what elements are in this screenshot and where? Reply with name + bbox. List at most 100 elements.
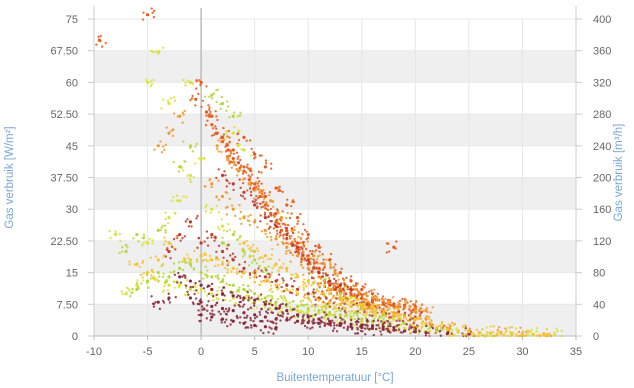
data-point bbox=[169, 271, 172, 274]
data-point bbox=[525, 333, 528, 337]
data-point bbox=[293, 240, 297, 243]
data-point bbox=[374, 309, 377, 312]
data-point bbox=[399, 323, 402, 327]
data-point bbox=[440, 320, 444, 324]
data-point bbox=[311, 249, 314, 253]
data-point bbox=[380, 300, 384, 304]
data-point bbox=[384, 297, 387, 301]
y-right-tick-label: 320 bbox=[593, 77, 611, 89]
data-point bbox=[97, 35, 100, 39]
data-point bbox=[242, 135, 246, 139]
y-left-tick-label: 60 bbox=[66, 77, 78, 89]
data-point bbox=[304, 259, 307, 262]
data-point bbox=[370, 324, 375, 328]
data-point bbox=[263, 275, 267, 279]
data-point bbox=[231, 207, 235, 211]
data-point bbox=[413, 306, 416, 310]
data-point bbox=[206, 119, 209, 122]
data-point bbox=[394, 247, 397, 250]
data-point bbox=[140, 282, 143, 285]
data-point bbox=[236, 316, 239, 320]
data-point bbox=[248, 288, 251, 291]
data-point bbox=[349, 304, 353, 309]
data-point bbox=[286, 312, 290, 315]
x-axis-title: Buitentemperatuur [°C] bbox=[276, 372, 393, 384]
data-point bbox=[142, 242, 145, 245]
data-point bbox=[354, 287, 359, 292]
data-point bbox=[354, 282, 358, 285]
data-point bbox=[440, 322, 444, 326]
data-point bbox=[302, 319, 305, 322]
data-point bbox=[285, 203, 289, 207]
data-point bbox=[253, 258, 257, 262]
data-point bbox=[509, 334, 513, 338]
data-point bbox=[215, 176, 218, 180]
data-point bbox=[258, 274, 262, 278]
data-point bbox=[197, 291, 200, 295]
data-point bbox=[188, 279, 192, 283]
data-point bbox=[232, 188, 235, 192]
data-point bbox=[372, 302, 376, 306]
data-point bbox=[270, 271, 274, 274]
data-point bbox=[372, 297, 375, 300]
data-point bbox=[230, 160, 233, 164]
data-point bbox=[222, 286, 226, 289]
data-point bbox=[250, 154, 253, 157]
data-point bbox=[182, 140, 185, 143]
data-point bbox=[239, 316, 242, 319]
data-point bbox=[429, 311, 433, 314]
data-point bbox=[205, 294, 209, 297]
data-point bbox=[272, 215, 276, 219]
data-point bbox=[254, 270, 258, 273]
data-point bbox=[322, 294, 326, 297]
data-point bbox=[255, 324, 258, 328]
data-point bbox=[299, 241, 302, 244]
data-point bbox=[266, 311, 269, 315]
data-point bbox=[290, 227, 294, 230]
data-point bbox=[186, 218, 189, 221]
data-point bbox=[328, 319, 332, 323]
data-point bbox=[374, 327, 378, 331]
data-point bbox=[255, 202, 259, 205]
data-point bbox=[322, 272, 325, 275]
data-point bbox=[231, 309, 235, 313]
data-point bbox=[358, 311, 362, 315]
data-point bbox=[254, 189, 257, 192]
data-point bbox=[245, 139, 248, 142]
data-point bbox=[411, 317, 414, 320]
data-point bbox=[189, 98, 192, 102]
data-point bbox=[250, 290, 253, 293]
data-point bbox=[186, 253, 189, 256]
data-point bbox=[239, 296, 242, 300]
data-point bbox=[242, 169, 246, 173]
data-point bbox=[231, 232, 235, 237]
data-point bbox=[221, 280, 225, 284]
data-point bbox=[370, 289, 373, 292]
data-point bbox=[270, 238, 273, 242]
data-point bbox=[340, 307, 344, 310]
data-point bbox=[215, 204, 219, 208]
data-point bbox=[217, 211, 221, 214]
data-point bbox=[302, 288, 306, 291]
data-point bbox=[284, 303, 288, 306]
data-point bbox=[553, 331, 556, 334]
data-point bbox=[263, 192, 266, 195]
data-point bbox=[311, 254, 316, 258]
data-point bbox=[368, 301, 371, 304]
data-point bbox=[236, 174, 239, 177]
data-point bbox=[203, 157, 206, 160]
data-point bbox=[293, 279, 296, 283]
data-point bbox=[455, 327, 458, 330]
data-point bbox=[347, 310, 351, 313]
data-point bbox=[249, 167, 253, 170]
data-point bbox=[220, 289, 224, 292]
data-point bbox=[251, 301, 254, 305]
data-point bbox=[338, 296, 342, 300]
data-point bbox=[301, 266, 305, 269]
data-point bbox=[210, 123, 214, 127]
data-point bbox=[247, 174, 250, 177]
data-point bbox=[325, 258, 328, 261]
data-point bbox=[224, 174, 227, 177]
data-point bbox=[281, 240, 284, 244]
data-point bbox=[210, 93, 214, 97]
